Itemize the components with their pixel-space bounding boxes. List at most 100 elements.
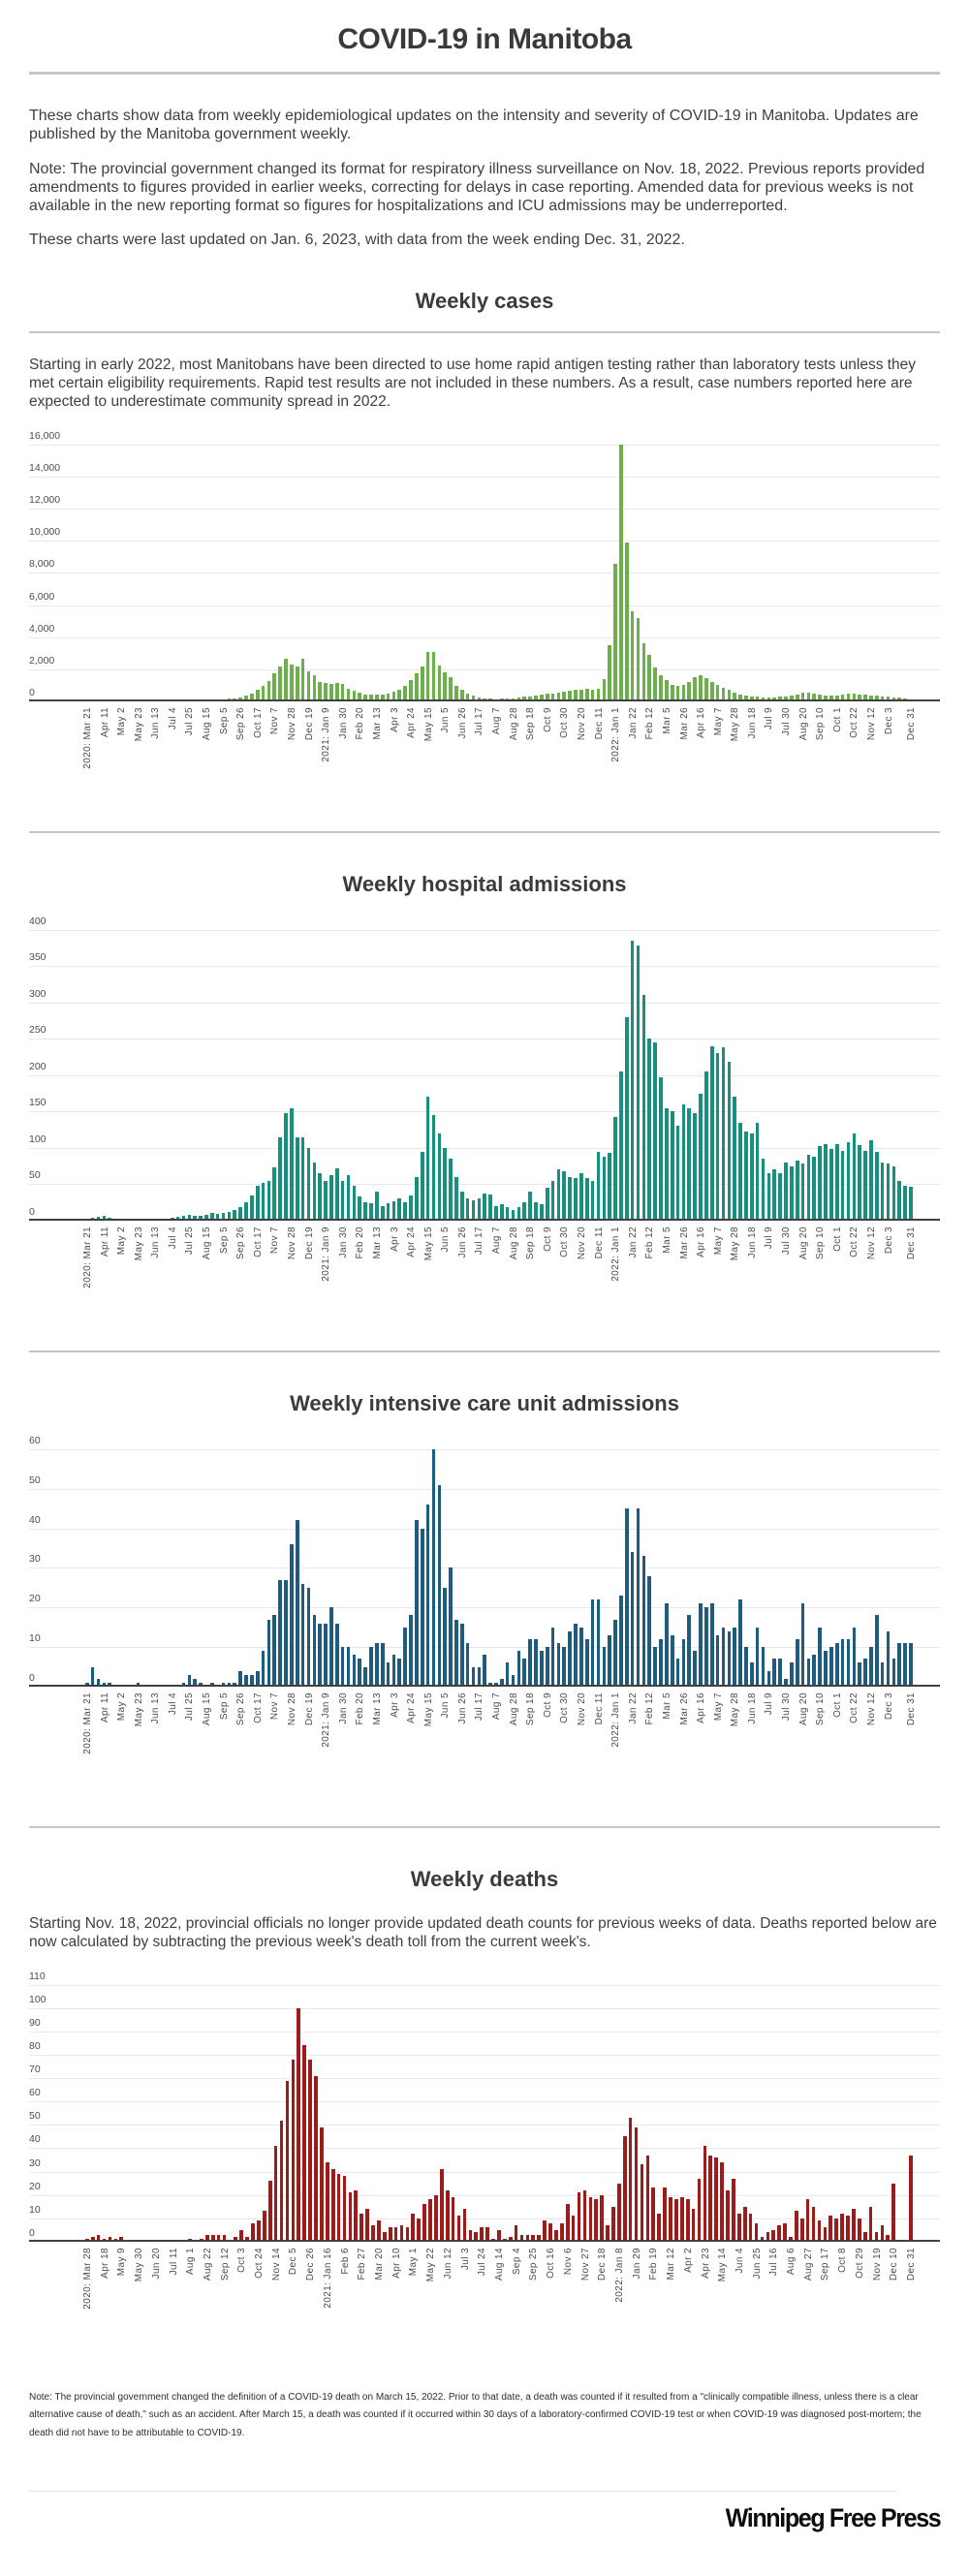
- bar: [909, 1643, 913, 1687]
- bar: [459, 1191, 464, 1221]
- x-axis-tick-label: Jul 17: [474, 1691, 485, 1722]
- gridline: [29, 2007, 940, 2009]
- bar: [806, 1155, 811, 1221]
- bar: [886, 1164, 891, 1221]
- y-axis-tick-label: 70: [29, 2064, 41, 2076]
- bar: [334, 1623, 339, 1687]
- bar: [251, 2222, 255, 2242]
- bar: [800, 1164, 805, 1221]
- bar: [257, 2220, 261, 2242]
- bar: [415, 672, 419, 701]
- gridline: [29, 2148, 940, 2150]
- bar: [909, 1187, 913, 1221]
- y-axis-tick-label: 250: [29, 1024, 47, 1037]
- bar: [738, 694, 742, 701]
- gridline: [29, 1039, 940, 1040]
- bar: [380, 694, 385, 701]
- gridline: [29, 2101, 940, 2103]
- bar: [777, 2224, 781, 2242]
- bar: [508, 2236, 513, 2242]
- bar: [562, 1647, 567, 1687]
- x-axis-tick-label: Dec 11: [593, 706, 605, 740]
- x-axis-tick-label: May 23: [133, 706, 144, 742]
- bar: [545, 1188, 549, 1221]
- y-axis-tick-label: 400: [29, 915, 47, 927]
- bar: [653, 1042, 657, 1221]
- bar: [846, 1141, 851, 1221]
- bar: [474, 2232, 479, 2242]
- bar: [540, 695, 544, 701]
- bar: [284, 1579, 288, 1687]
- gridline: [29, 668, 940, 670]
- x-axis-tick-label: May 2: [116, 706, 128, 736]
- bar: [880, 2224, 885, 2242]
- y-axis-tick-label: 0: [29, 686, 35, 698]
- bar: [440, 2169, 444, 2242]
- bar: [525, 2234, 530, 2242]
- bar: [846, 1638, 851, 1687]
- gridline: [29, 605, 940, 606]
- bar: [375, 1643, 379, 1687]
- bar: [255, 1185, 260, 1221]
- x-axis-tick-label: Jun 5: [440, 1691, 452, 1719]
- bar: [187, 1674, 192, 1687]
- y-axis-tick-label: 50: [29, 1169, 41, 1182]
- bar: [550, 1627, 555, 1687]
- bar: [834, 695, 839, 701]
- x-axis-tick-label: Jan 30: [337, 1691, 349, 1724]
- bar: [891, 697, 896, 701]
- x-axis-tick-label: Jul 4: [167, 1691, 178, 1716]
- bar: [834, 1144, 839, 1221]
- gridline: [29, 1984, 940, 1986]
- bar: [96, 1678, 101, 1687]
- x-axis-tick-label: Aug 20: [797, 1691, 809, 1726]
- bar: [346, 688, 351, 701]
- bar: [744, 1647, 748, 1687]
- x-axis-tick-label: Nov 27: [579, 2247, 591, 2281]
- x-axis-tick-label: Jun 18: [746, 1691, 758, 1724]
- bar: [227, 1211, 232, 1221]
- bar: [556, 692, 561, 701]
- bar: [799, 2218, 804, 2242]
- bar: [588, 2197, 593, 2242]
- bar: [497, 2229, 501, 2242]
- bar: [608, 645, 612, 701]
- bar: [800, 693, 805, 701]
- bar: [766, 2232, 770, 2242]
- bar: [584, 1178, 589, 1221]
- x-axis-tick-label: Nov 14: [270, 2247, 282, 2281]
- bar: [852, 2209, 856, 2242]
- x-axis-tick-label: Oct 24: [254, 2247, 266, 2279]
- x-axis-tick-label: Sep 10: [815, 1226, 827, 1260]
- bar: [181, 1682, 186, 1687]
- bar: [721, 687, 726, 701]
- bar: [754, 2222, 759, 2242]
- x-axis-tick-label: Mar 26: [678, 1691, 690, 1725]
- bar: [556, 1643, 561, 1687]
- bar: [204, 2234, 209, 2242]
- gridline: [29, 1567, 940, 1569]
- x-axis-tick-label: Jul 9: [764, 706, 775, 730]
- bar: [403, 1202, 407, 1221]
- x-axis-line: [29, 698, 940, 701]
- bar: [340, 683, 345, 701]
- section-title-hospital: Weekly hospital admissions: [342, 871, 627, 896]
- bar: [371, 2224, 375, 2242]
- x-axis-tick-label: 2020: Mar 28: [81, 2247, 93, 2310]
- weekly-cases-section: Weekly cases Starting in early 2022, mos…: [29, 289, 940, 802]
- x-axis-tick-label: 2021: Jan 9: [321, 1691, 332, 1748]
- bar: [302, 2045, 306, 2242]
- bar: [85, 1682, 89, 1687]
- x-axis-tick-label: Nov 20: [577, 1226, 587, 1260]
- bar: [824, 695, 828, 701]
- x-axis-tick-label: Oct 29: [854, 2247, 865, 2279]
- bar: [266, 681, 271, 701]
- bar: [630, 1552, 635, 1687]
- bar: [477, 1198, 482, 1221]
- x-axis-tick-label: May 15: [422, 1226, 434, 1261]
- bar: [550, 693, 555, 701]
- bar: [494, 1682, 498, 1687]
- weekly-deaths-chart: 0 10 20 30 40 50 60 70 80 90 100 110 2020: Mar 28 Apr…: [29, 1971, 940, 2344]
- bar: [334, 1167, 339, 1221]
- gridline: [29, 1147, 940, 1149]
